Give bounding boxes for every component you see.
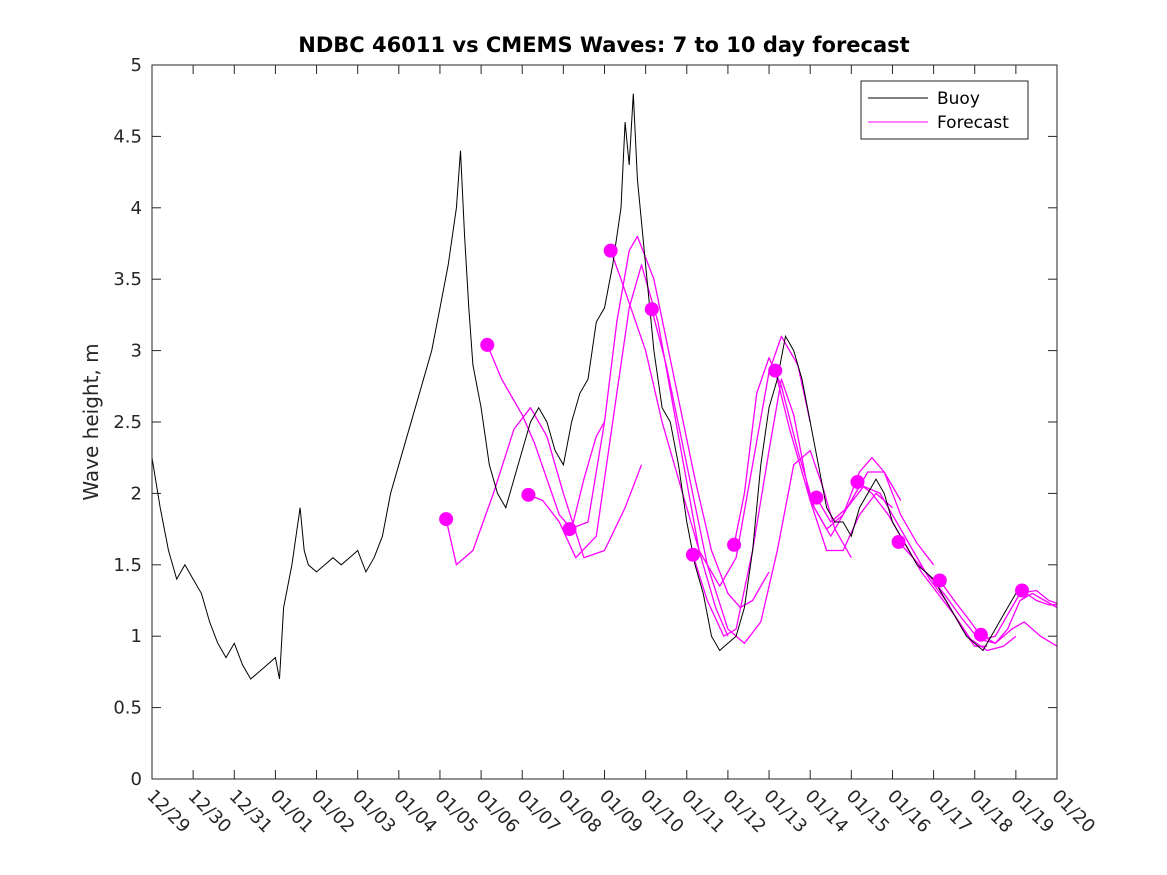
y-tick-label: 4.5 bbox=[113, 126, 142, 147]
forecast-start-marker bbox=[480, 338, 494, 352]
chart-title: NDBC 46011 vs CMEMS Waves: 7 to 10 day f… bbox=[298, 33, 909, 57]
forecast-start-marker bbox=[439, 512, 453, 526]
y-axis-label: Wave height, m bbox=[79, 343, 103, 500]
forecast-start-marker bbox=[933, 574, 947, 588]
forecast-start-marker bbox=[850, 475, 864, 489]
y-tick-label: 3.5 bbox=[113, 269, 142, 290]
y-tick-label: 0.5 bbox=[113, 698, 142, 719]
y-tick-label: 0 bbox=[131, 769, 142, 790]
forecast-start-marker bbox=[727, 538, 741, 552]
legend-forecast-label: Forecast bbox=[937, 113, 1009, 133]
forecast-start-marker bbox=[645, 302, 659, 316]
y-tick-label: 1 bbox=[131, 626, 142, 647]
forecast-start-marker bbox=[892, 535, 906, 549]
forecast-start-marker bbox=[604, 244, 618, 258]
wave-height-chart: NDBC 46011 vs CMEMS Waves: 7 to 10 day f… bbox=[0, 0, 1167, 875]
legend-buoy-label: Buoy bbox=[937, 89, 980, 109]
y-tick-label: 2.5 bbox=[113, 412, 142, 433]
forecast-start-marker bbox=[521, 488, 535, 502]
forecast-start-marker bbox=[809, 491, 823, 505]
y-tick-label: 4 bbox=[131, 198, 142, 219]
forecast-start-marker bbox=[563, 522, 577, 536]
y-tick-label: 5 bbox=[131, 55, 142, 76]
forecast-start-marker bbox=[974, 628, 988, 642]
forecast-start-marker bbox=[768, 364, 782, 378]
y-tick-label: 3 bbox=[131, 341, 142, 362]
forecast-start-marker bbox=[686, 548, 700, 562]
legend: Buoy Forecast bbox=[861, 81, 1028, 139]
y-tick-label: 1.5 bbox=[113, 555, 142, 576]
y-tick-label: 2 bbox=[131, 483, 142, 504]
forecast-start-marker bbox=[1015, 584, 1029, 598]
